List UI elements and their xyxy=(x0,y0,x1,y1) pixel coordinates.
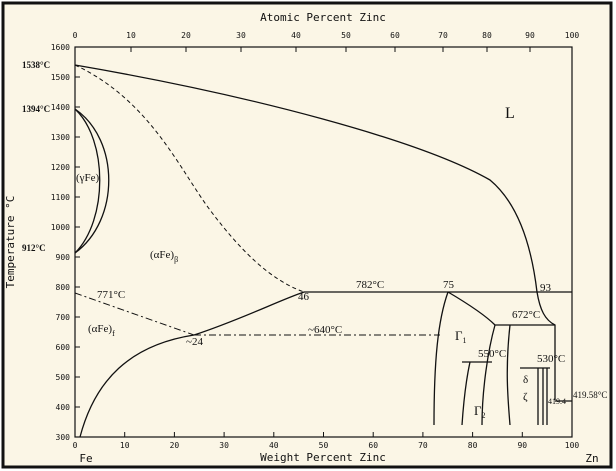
left-tick-label: 1100 xyxy=(51,193,70,202)
left-tick-label: 1400 xyxy=(51,103,70,112)
label: L xyxy=(505,105,515,122)
label: 550°C xyxy=(478,348,506,360)
left-tick-label: 700 xyxy=(56,313,71,322)
bottom-tick-label: 70 xyxy=(418,441,428,450)
label: 419.58°C xyxy=(573,390,607,400)
label: β xyxy=(174,255,178,264)
top-tick-label: 50 xyxy=(341,31,351,40)
top-axis-title: Atomic Percent Zinc xyxy=(260,11,386,24)
label: 672°C xyxy=(512,309,540,321)
bottom-tick-label: 10 xyxy=(120,441,130,450)
bottom-axis-title: Weight Percent Zinc xyxy=(260,451,386,464)
left-tick-label: 1600 xyxy=(51,43,70,52)
label: (γFe) xyxy=(76,172,100,184)
label: 1394°C xyxy=(22,104,50,114)
left-axis-title: Temperature °C xyxy=(4,196,17,289)
frame xyxy=(3,3,611,467)
left-tick-label: 1500 xyxy=(51,73,70,82)
label: δ xyxy=(523,374,528,386)
left-tick-label: 600 xyxy=(56,343,71,352)
label: 419.4 xyxy=(548,397,566,406)
label: (αFe) xyxy=(150,249,174,261)
label: 782°C xyxy=(356,279,384,291)
top-tick-label: 70 xyxy=(438,31,448,40)
fe-label: Fe xyxy=(79,452,92,465)
label: 771°C xyxy=(97,289,125,301)
label: (αFe) xyxy=(88,323,112,335)
label: 1 xyxy=(463,336,467,345)
top-tick-label: 10 xyxy=(126,31,136,40)
label: 530°C xyxy=(537,353,565,365)
bottom-tick-label: 20 xyxy=(170,441,180,450)
label: 912°C xyxy=(22,243,46,253)
label: ~640°C xyxy=(308,324,342,336)
bottom-tick-label: 100 xyxy=(565,441,580,450)
top-tick-label: 60 xyxy=(390,31,400,40)
bottom-tick-label: 60 xyxy=(368,441,378,450)
left-tick-label: 400 xyxy=(56,403,71,412)
label: 46 xyxy=(298,291,310,303)
left-tick-label: 900 xyxy=(56,253,71,262)
bottom-tick-label: 50 xyxy=(319,441,329,450)
top-tick-label: 100 xyxy=(565,31,580,40)
left-tick-label: 500 xyxy=(56,373,71,382)
phase-diagram: Atomic Percent Zinc Weight Percent Zinc … xyxy=(0,0,616,471)
label: ~24 xyxy=(186,336,203,348)
label: ζ xyxy=(523,391,528,403)
top-tick-label: 20 xyxy=(181,31,191,40)
label: 1538°C xyxy=(22,60,50,70)
label: 2 xyxy=(482,411,486,420)
zn-label: Zn xyxy=(585,452,598,465)
bottom-tick-label: 80 xyxy=(468,441,478,450)
label: f xyxy=(112,329,115,338)
bottom-tick-label: 40 xyxy=(269,441,279,450)
left-tick-label: 800 xyxy=(56,283,71,292)
top-tick-label: 90 xyxy=(525,31,535,40)
top-tick-label: 80 xyxy=(482,31,492,40)
top-tick-label: 0 xyxy=(73,31,78,40)
left-tick-label: 1000 xyxy=(51,223,70,232)
left-tick-label: 1200 xyxy=(51,163,70,172)
bottom-tick-label: 0 xyxy=(73,441,78,450)
bottom-tick-label: 30 xyxy=(219,441,229,450)
left-tick-label: 300 xyxy=(56,433,71,442)
label: 75 xyxy=(443,279,455,291)
top-tick-label: 40 xyxy=(291,31,301,40)
label: 93 xyxy=(540,282,552,294)
top-tick-label: 30 xyxy=(236,31,246,40)
left-tick-label: 1300 xyxy=(51,133,70,142)
bottom-tick-label: 90 xyxy=(517,441,527,450)
